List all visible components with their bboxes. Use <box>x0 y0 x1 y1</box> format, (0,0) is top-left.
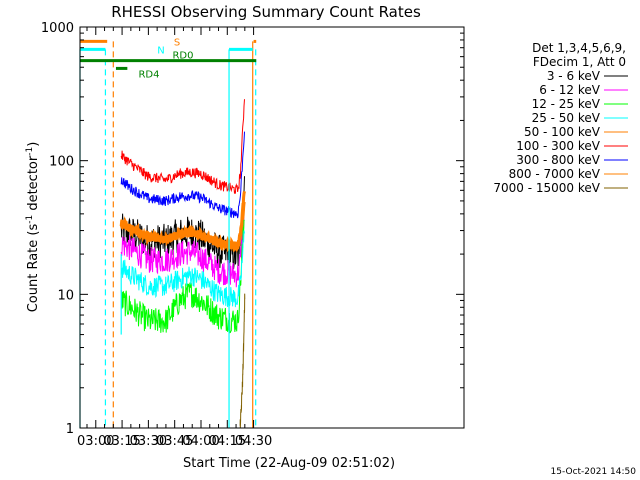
flag-layer: SN RD0 RD4 <box>79 37 257 428</box>
legend-label: 100 - 300 keV <box>516 139 600 153</box>
y-axis-label: Count Rate (s-1 detector-1) <box>25 142 41 313</box>
flag-label: RD4 <box>138 69 159 80</box>
series-line-1 <box>120 209 245 288</box>
y-tick-label: 10 <box>57 288 74 303</box>
legend-label: 300 - 800 keV <box>516 153 600 167</box>
flag-label: RD0 <box>172 51 193 62</box>
x-tick-label: 04:00 <box>182 434 219 449</box>
legend-header-line-1: Det 1,3,4,5,6,9, <box>532 41 626 55</box>
series-line-5 <box>120 99 245 194</box>
legend-label: 800 - 7000 keV <box>509 167 601 181</box>
flag-label: N <box>157 45 164 56</box>
x-tick-label: 04:30 <box>235 434 272 449</box>
x-tick-label: 03:45 <box>156 434 193 449</box>
y-tick-label: 1 <box>66 422 74 437</box>
x-axis-label: Start Time (22-Aug-09 02:51:02) <box>183 456 395 471</box>
legend-label: 12 - 25 keV <box>532 97 601 111</box>
plot-frame <box>79 26 465 429</box>
y-tick-label: 100 <box>49 155 74 170</box>
legend-label: 7000 - 15000 keV <box>493 181 600 195</box>
series-line-7 <box>119 190 246 253</box>
legend-label: 25 - 50 keV <box>532 111 601 125</box>
legend-header-line-2: FDecim 1, Att 0 <box>533 55 626 69</box>
x-tick-label: 03:15 <box>103 434 140 449</box>
x-tick-label: 03:00 <box>77 434 114 449</box>
flag-label: S <box>174 37 180 48</box>
series-line-6 <box>120 131 245 219</box>
chart-title: RHESSI Observing Summary Count Rates <box>111 3 421 21</box>
legend-label: 50 - 100 keV <box>524 125 601 139</box>
series-layer <box>119 99 246 429</box>
legend-label: 6 - 12 keV <box>539 83 601 97</box>
y-tick-label: 1000 <box>41 21 74 36</box>
series-line-2 <box>120 219 245 334</box>
timestamp: 15-Oct-2021 14:50 <box>551 467 637 477</box>
series-line-8 <box>239 293 246 429</box>
series-line-3 <box>120 230 245 308</box>
x-tick-label: 03:30 <box>130 434 167 449</box>
x-tick-label: 04:15 <box>209 434 246 449</box>
legend-label: 3 - 6 keV <box>547 69 601 83</box>
legend: Det 1,3,4,5,6,9, FDecim 1, Att 0 3 - 6 k… <box>493 41 628 195</box>
axis-layer: 1 10 100 1000 03:0003:1503:3003:4504:0004:15… <box>41 21 464 449</box>
